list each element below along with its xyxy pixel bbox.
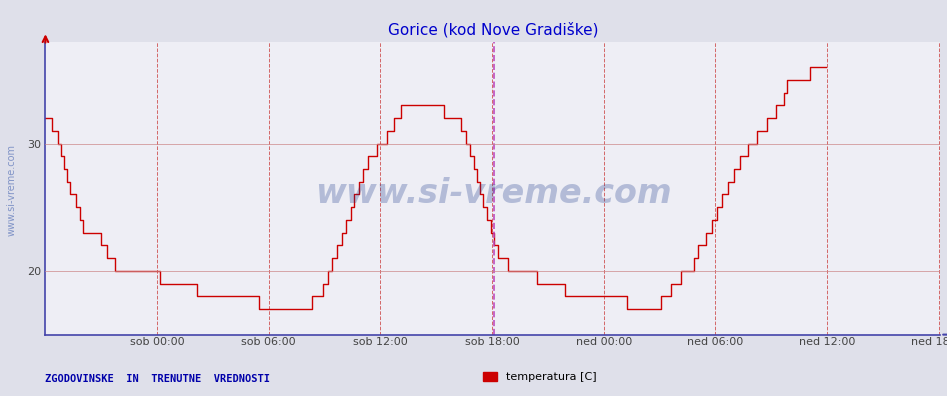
Text: www.si-vreme.com: www.si-vreme.com [314,177,671,210]
Legend: temperatura [C]: temperatura [C] [479,367,600,386]
Text: www.si-vreme.com: www.si-vreme.com [7,144,16,236]
Text: ZGODOVINSKE  IN  TRENUTNE  VREDNOSTI: ZGODOVINSKE IN TRENUTNE VREDNOSTI [45,374,271,384]
Title: Gorice (kod Nove Gradiške): Gorice (kod Nove Gradiške) [387,22,599,38]
